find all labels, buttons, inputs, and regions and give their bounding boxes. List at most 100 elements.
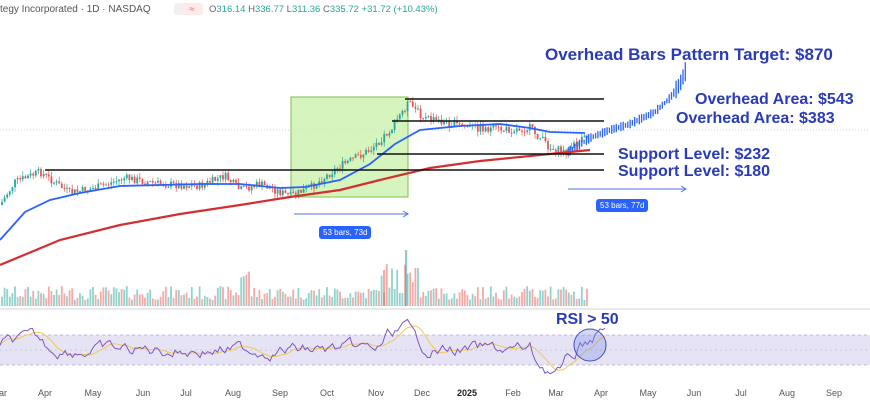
volume-bar [521,291,523,306]
volume-bar [570,294,573,306]
symbol-title[interactable]: tegy Incorporated · 1D · NASDAQ [0,4,151,15]
volume-bar [380,275,383,306]
volume-bar [227,286,230,306]
volume-bar [411,282,414,306]
candle-body [289,191,292,195]
candle-body [440,119,443,125]
volume-bar [261,299,263,306]
volume-bar [424,295,427,306]
candle-body [201,182,204,188]
candle-body [183,185,185,189]
candle-body [513,131,516,133]
candle-body [138,177,141,179]
volume-bar [40,293,42,306]
x-tick-ar: ar [0,388,8,398]
candle-body [432,117,435,122]
volume-bar [461,289,464,306]
candle-body [120,179,123,181]
candle-body [521,130,523,132]
volume-bar [419,297,422,306]
candle-body [531,124,534,127]
volume-bar [497,298,500,306]
candle-body [99,183,102,185]
high-value: 336.77 [254,4,285,15]
volume-bar [370,290,373,306]
volume-bar [136,289,139,306]
volume-bar [339,291,341,306]
volume-bar [151,298,154,306]
volume-bar [92,286,94,306]
candle-body [497,126,500,128]
candle-body [84,186,87,193]
candle-body [406,101,409,112]
volume-bar [378,291,380,306]
candle-body [365,150,367,155]
candle-body [133,176,136,184]
volume-bar [352,297,354,306]
candle-body [42,174,45,177]
candle-body [16,177,19,180]
volume-bar [463,290,466,306]
volume-bar [508,298,510,306]
volume-bar [32,290,35,306]
volume-bar [219,286,222,306]
volume-bar [573,291,575,306]
volume-bar [118,292,120,306]
volume-bar [81,295,84,306]
candle-body [443,121,445,125]
volume-bar [159,296,162,306]
candle-body [336,168,339,170]
candle-body [47,174,50,177]
candle-body [229,180,232,183]
moving-average-200 [0,148,591,267]
candle-body [492,125,495,128]
volume-bar [393,289,396,306]
volume-bar [375,290,378,306]
support-180-label: Support Level: $180 [618,163,771,180]
volume-bar [206,296,209,306]
volume-bar [86,298,89,306]
volume-bar [248,271,250,306]
volume-bar [565,289,568,306]
candle-body [14,179,16,188]
volume-bar [435,288,438,306]
volume-bar [258,289,261,306]
x-tick-jul: Jul [735,388,747,398]
compare-button[interactable]: ≈ [181,3,203,15]
candle-body [253,186,256,188]
volume-bar [34,298,37,306]
candle-body [401,110,404,115]
volume-bar [385,263,388,306]
candle-body [552,148,555,150]
volume-bar [55,289,58,306]
volume-bar [19,296,22,306]
volume-bar [214,295,217,306]
volume-bar [417,267,419,306]
volume-bar [99,291,102,306]
volume-bar [73,299,76,306]
candle-body [227,172,230,181]
candle-body [224,172,227,180]
candle-body [172,181,175,183]
x-tick-sep: Sep [825,388,843,398]
volume-bar [469,299,471,306]
volume-bar [253,287,256,306]
volume-bar [14,286,16,306]
candle-body [188,186,191,188]
candle-body [107,184,110,186]
rsi-moving-average [0,325,606,371]
x-tick-may: May [639,388,657,398]
volume-bar [346,297,349,306]
volume-bar [79,293,81,306]
candle-body [8,191,11,195]
volume-bar [141,294,144,306]
volume-bar [201,299,204,306]
candle-body [219,175,222,179]
volume-bar [211,299,214,306]
candle-body [354,154,357,158]
volume-bar [209,298,211,306]
candle-body [214,176,217,181]
volume-bar [245,274,248,306]
